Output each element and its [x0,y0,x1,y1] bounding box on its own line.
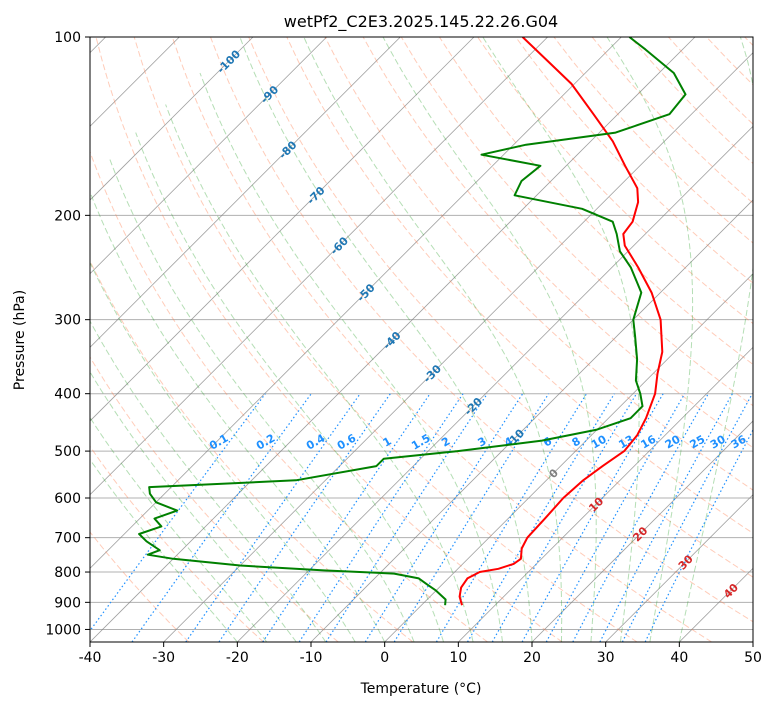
y-tick-label: 800 [54,565,81,581]
isotherm-line [90,37,696,642]
isotherm-line [90,37,254,201]
isotherm-line [163,52,753,642]
moist-adiabat [606,37,694,642]
dry-adiabat [90,445,264,642]
moist-adiabat [382,37,597,642]
y-axis-label: Pressure (hPa) [12,290,28,390]
mixing-ratio-line [131,393,312,642]
x-tick-label: 30 [597,650,615,666]
y-tick-label: 1000 [45,622,81,638]
moist-adiabat [90,320,327,642]
temperature-profile [458,37,664,606]
dry-adiabat [90,531,190,642]
chart-title: wetPf2_C2E3.2025.145.22.26.G04 [284,12,558,32]
x-axis-label: Temperature (°C) [360,681,482,697]
moist-adiabat [678,37,753,642]
dry-adiabat [90,259,414,642]
sounding-profiles [138,37,687,606]
x-tick-label: -30 [152,650,175,666]
mixing-ratio-line [393,393,550,642]
moist-adiabat [239,37,533,642]
dry-adiabat [133,37,638,642]
mixing-ratio-line [644,428,753,642]
y-tick-label: 400 [54,387,81,403]
isotherm-line [310,199,753,642]
y-tick-label: 600 [54,491,81,507]
mixing-ratio-line [466,393,615,642]
isotherm-line [90,37,327,275]
mixing-ratio-line [298,393,464,642]
x-tick-label: -10 [300,650,323,666]
isotherm-line [531,420,753,642]
dry-adiabat [286,37,753,534]
dry-adiabat [95,37,563,642]
isotherm-line [384,273,753,642]
moist-adiabat [90,370,297,642]
x-tick-label: 0 [380,650,389,666]
x-axis-ticks: -40 -30 -20 -10 0 10 20 30 40 50 [79,642,762,666]
moist-adiabat [303,37,563,642]
y-tick-label: 100 [54,30,81,46]
isotherm-line [237,125,753,642]
moist-adiabat [90,458,238,642]
x-tick-label: -40 [79,650,102,666]
moist-adiabat [90,190,386,642]
isotherm-line [90,37,401,348]
y-tick-label: 700 [54,531,81,547]
x-tick-label: 10 [449,650,467,666]
mixing-ratio-line [435,393,588,642]
mixing-ratio-line [491,393,638,642]
y-tick-label: 300 [54,313,81,329]
dry-adiabat [210,37,753,623]
dry-adiabat [515,37,753,284]
mixing-ratio-line [572,393,709,642]
dry-adiabat [400,37,753,407]
mixing-ratio-line [262,393,431,642]
y-tick-label: 500 [54,444,81,460]
moist-adiabat [199,72,503,642]
y-tick-label: 900 [54,595,81,611]
dry-adiabat [438,37,753,366]
isotherm-line [605,494,753,642]
y-tick-label: 200 [54,208,81,224]
moist-adiabat [135,132,445,642]
x-tick-label: -20 [226,650,249,666]
x-tick-label: 50 [744,650,762,666]
dry-adiabat [90,150,488,642]
isotherm-line [458,346,753,642]
mixing-ratio-line [364,393,524,642]
dry-adiabat [171,37,712,642]
mixing-ratio-line [325,393,488,642]
x-tick-label: 40 [670,650,688,666]
y-axis-ticks: 100 200 300 400 500 600 700 800 900 1000 [45,30,90,638]
moist-adiabat [90,261,356,642]
moist-adiabat [482,37,640,642]
mixing-ratio-line [521,393,664,642]
mixing-ratio-line [545,393,686,642]
isotherm-line [90,37,622,569]
isotherm-line [90,37,548,496]
isotherm-line [90,37,475,422]
moist-adiabat [108,157,415,642]
dry-adiabat [90,356,339,642]
dewpoint-profile [138,37,687,606]
background-lines [90,37,753,642]
dry-adiabat [248,37,753,578]
plot-frame [89,36,754,643]
x-tick-label: 20 [523,650,541,666]
